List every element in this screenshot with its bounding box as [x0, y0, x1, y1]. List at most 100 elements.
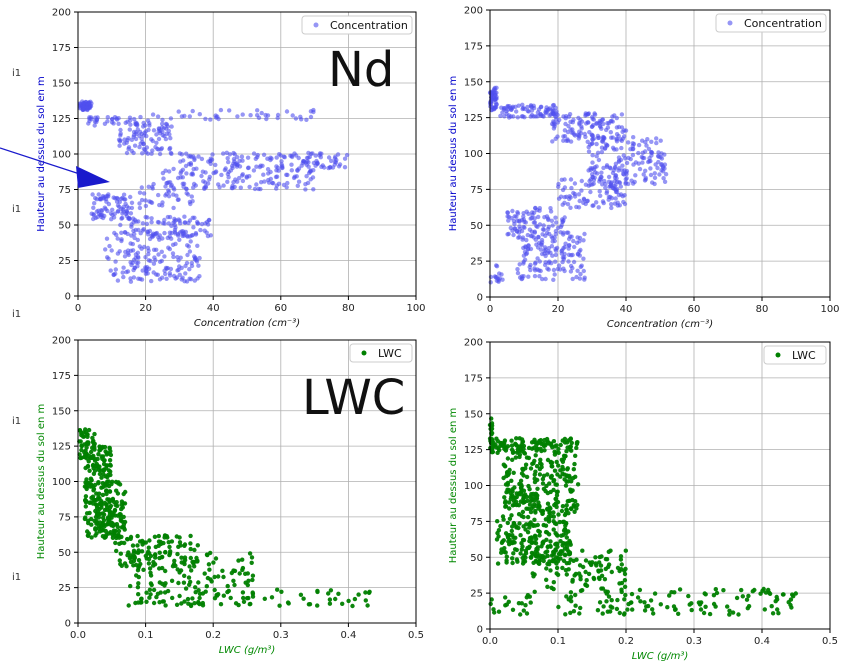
data-point: [600, 182, 605, 187]
data-point: [103, 449, 108, 454]
data-point: [623, 548, 628, 553]
y-tick-label: 125: [52, 442, 71, 453]
data-point: [258, 186, 263, 192]
data-point: [524, 251, 530, 256]
data-point: [577, 129, 582, 134]
data-point: [91, 486, 97, 492]
data-point: [581, 238, 586, 243]
data-point: [119, 502, 124, 507]
data-point: [532, 533, 538, 538]
data-point: [118, 127, 123, 133]
data-point: [532, 273, 538, 279]
data-point: [236, 602, 241, 608]
data-point: [533, 541, 539, 546]
data-point: [526, 211, 531, 216]
data-point: [192, 601, 197, 606]
data-point: [630, 607, 635, 612]
data-point: [569, 448, 574, 453]
data-point: [496, 609, 502, 614]
data-point: [231, 180, 236, 185]
x-tick-label: 0: [75, 303, 81, 314]
data-point: [590, 137, 595, 142]
data-point: [137, 144, 142, 150]
data-point: [553, 252, 559, 258]
y-tick-label: 25: [58, 256, 71, 267]
data-point: [356, 592, 361, 597]
data-point: [596, 157, 602, 163]
data-point: [521, 253, 527, 258]
data-point: [232, 582, 237, 588]
data-point: [136, 600, 141, 605]
data-point: [112, 529, 117, 535]
data-point: [184, 260, 190, 266]
data-point: [574, 445, 579, 451]
data-point: [151, 559, 156, 565]
data-point: [545, 549, 550, 554]
data-point: [538, 247, 544, 252]
data-point: [573, 453, 578, 458]
data-point: [615, 565, 621, 571]
data-point: [725, 604, 730, 609]
legend-label: LWC: [792, 349, 816, 362]
data-point: [115, 278, 121, 283]
data-point: [535, 207, 540, 213]
data-point: [603, 566, 608, 572]
data-point: [522, 219, 527, 224]
data-point: [567, 475, 572, 480]
data-point: [365, 603, 370, 608]
data-point: [162, 133, 167, 139]
data-point: [739, 587, 744, 593]
data-point: [568, 557, 573, 562]
data-point: [145, 151, 151, 156]
data-point: [546, 216, 551, 221]
data-point: [558, 267, 563, 272]
data-point: [502, 495, 507, 500]
data-point: [686, 593, 691, 599]
data-point: [617, 581, 622, 586]
data-point: [200, 169, 206, 174]
data-point: [535, 267, 540, 272]
data-point: [311, 109, 316, 115]
data-point: [99, 208, 105, 214]
data-point: [554, 489, 560, 495]
data-point: [151, 587, 157, 593]
legend: Concentration: [715, 13, 827, 33]
data-point: [656, 159, 661, 165]
data-point: [584, 578, 589, 583]
data-point: [494, 264, 500, 269]
data-point: [183, 271, 188, 276]
data-point: [244, 175, 249, 180]
data-point: [581, 268, 586, 274]
data-point: [568, 487, 573, 492]
data-point: [254, 182, 259, 187]
data-point: [604, 599, 609, 604]
data-point: [657, 172, 662, 177]
data-point: [560, 187, 566, 193]
data-point: [575, 268, 580, 273]
data-point: [566, 252, 572, 257]
data-point: [119, 230, 124, 235]
data-point: [150, 184, 155, 190]
data-point: [552, 235, 557, 240]
data-point: [556, 463, 561, 468]
y-axis-label: Hauteur au dessus du sol en m: [448, 76, 459, 232]
data-point: [619, 562, 624, 567]
x-tick-label: 0.4: [340, 630, 356, 641]
data-point: [496, 278, 501, 283]
data-point: [642, 608, 648, 613]
data-point: [727, 612, 732, 617]
data-point: [207, 567, 212, 572]
scatter-points: [487, 416, 798, 617]
data-point: [255, 154, 260, 160]
data-point: [182, 573, 187, 578]
data-point: [509, 478, 514, 483]
data-point: [151, 270, 156, 275]
data-point: [326, 591, 331, 596]
data-point: [157, 277, 163, 282]
data-point: [513, 442, 519, 447]
data-point: [552, 272, 557, 277]
data-point: [506, 218, 511, 223]
data-point: [163, 126, 169, 131]
data-point: [526, 445, 532, 451]
data-point: [527, 544, 532, 549]
